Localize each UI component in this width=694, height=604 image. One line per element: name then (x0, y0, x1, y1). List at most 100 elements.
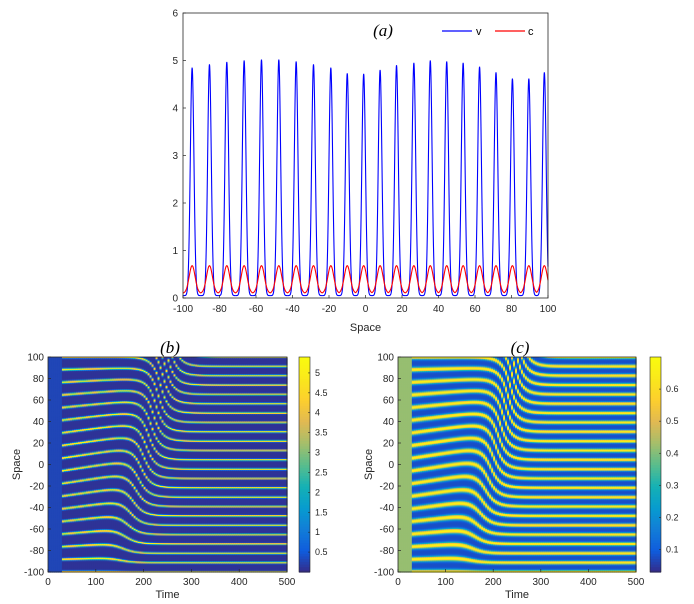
heatmap-cell (53, 538, 57, 541)
heatmap-cell (48, 551, 51, 554)
heatmap-cell (51, 531, 55, 533)
heatmap-cell (53, 497, 57, 500)
heatmap-cell (49, 504, 53, 506)
heatmap-cell (48, 561, 51, 563)
heatmap-cell (48, 374, 51, 376)
heatmap-cell (51, 487, 55, 489)
heatmap-cell (48, 451, 51, 454)
heatmap-cell (49, 525, 53, 528)
heatmap-cell (53, 531, 57, 533)
heatmap-cell (48, 464, 51, 467)
heatmap-cell (51, 443, 55, 445)
heatmap-cell (48, 569, 51, 572)
heatmap-cell (48, 509, 51, 512)
heatmap-cell (53, 377, 57, 380)
heatmap-cell (55, 369, 59, 372)
heatmap-cell (53, 388, 57, 390)
heatmap-cell (51, 381, 55, 384)
series-c-line (182, 265, 549, 294)
heatmap-cell (49, 538, 53, 541)
heatmap-cell (51, 507, 55, 510)
heatmap-cell (55, 418, 59, 420)
heatmap-cell (49, 424, 53, 427)
heatmap-cell (48, 558, 51, 560)
heatmap-cell (48, 380, 51, 383)
heatmap-cell (55, 366, 59, 369)
heatmap-cell (53, 418, 57, 420)
heatmap-cell (49, 545, 53, 547)
heatmap-cell (53, 529, 57, 531)
heatmap-cell (48, 498, 51, 501)
heatmap-cell (49, 487, 53, 489)
heatmap-cell (53, 505, 57, 508)
heatmap-cell (49, 537, 53, 540)
heatmap-cell (55, 487, 59, 489)
heatmap-cell (48, 488, 51, 490)
panel-b-heatmap (48, 357, 288, 573)
heatmap-cell (49, 501, 53, 503)
heatmap-cell (51, 504, 55, 506)
heatmap-cell (53, 440, 57, 443)
heatmap-cell (53, 482, 57, 485)
heatmap-cell (55, 394, 59, 397)
heatmap-cell (53, 504, 57, 506)
heatmap-cell (55, 424, 59, 427)
heatmap-cell (53, 492, 57, 495)
heatmap-cell (53, 436, 57, 439)
heatmap-cell (53, 432, 57, 434)
heatmap-cell (48, 378, 51, 381)
heatmap-cell (55, 432, 59, 434)
heatmap-cell (48, 512, 51, 515)
heatmap-cell (49, 358, 53, 360)
heatmap-cell (49, 513, 53, 516)
heatmap-cell (53, 458, 57, 460)
heatmap-cell (51, 488, 55, 490)
heatmap-cell (48, 521, 51, 524)
heatmap-cell (51, 558, 55, 560)
heatmap-cell (51, 562, 55, 564)
heatmap-cell (53, 513, 57, 516)
heatmap-cell (51, 511, 55, 514)
heatmap-cell (51, 568, 55, 571)
heatmap-cell (48, 563, 51, 566)
heatmap-cell (53, 425, 57, 428)
heatmap-cell (49, 565, 53, 568)
heatmap-cell (53, 426, 57, 429)
heatmap-cell (53, 404, 57, 406)
heatmap-cell (55, 393, 59, 396)
heatmap-cell (49, 448, 53, 451)
heatmap-cell (53, 552, 57, 555)
heatmap-cell (48, 367, 51, 370)
heatmap-cell (55, 381, 59, 384)
heatmap-cell (48, 415, 51, 417)
heatmap-cell (48, 529, 51, 531)
heatmap-cell (49, 365, 53, 368)
heatmap-cell (48, 369, 51, 372)
heatmap-cell (48, 446, 51, 448)
heatmap-cell (49, 470, 53, 473)
heatmap-cell (55, 426, 59, 429)
heatmap-cell (48, 430, 51, 432)
heatmap-cell (49, 553, 53, 556)
heatmap-cell (49, 364, 53, 367)
heatmap-cell (48, 460, 51, 462)
heatmap-cell (55, 380, 59, 383)
heatmap-cell (49, 409, 53, 412)
heatmap-cell (49, 446, 53, 448)
heatmap-cell (49, 413, 53, 416)
heatmap-cell (53, 449, 57, 452)
heatmap-cell (48, 426, 51, 429)
heatmap-cell (51, 365, 55, 368)
heatmap-cell (48, 389, 51, 391)
heatmap-cell (53, 463, 57, 466)
heatmap-cell (51, 476, 55, 478)
heatmap-cell (51, 542, 55, 545)
heatmap-cell (49, 508, 53, 511)
x-tick-label: -80 (212, 304, 227, 315)
heatmap-cell (49, 396, 53, 399)
heatmap-cell (48, 461, 51, 463)
heatmap-cell (51, 559, 55, 561)
heatmap-cell (48, 453, 51, 456)
heatmap-cell (48, 550, 51, 553)
heatmap-cell (53, 474, 57, 476)
